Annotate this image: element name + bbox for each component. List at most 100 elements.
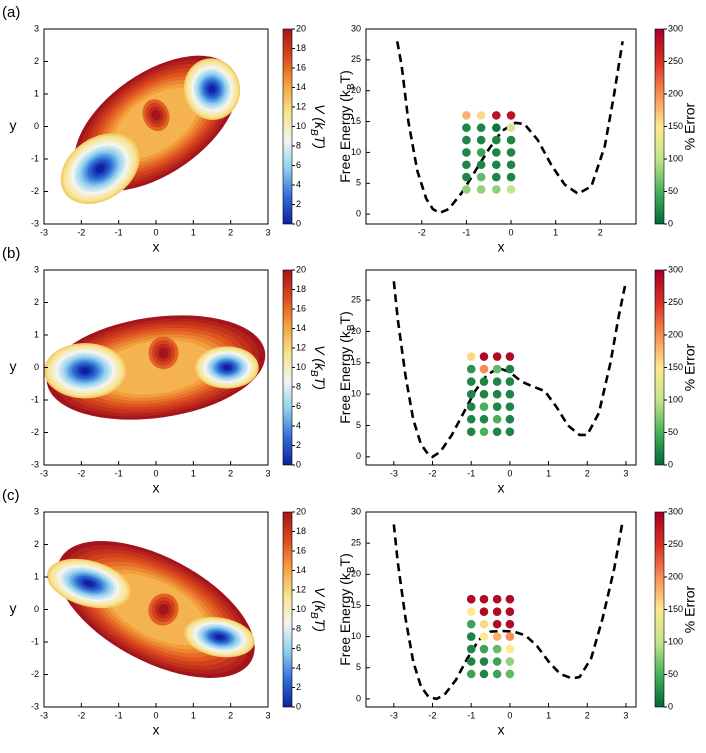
colorbar-tick-label: 8 [296,623,301,633]
error-point [492,427,502,437]
error-point [466,414,476,424]
x-tick-label: 1 [546,710,551,720]
error-point [492,594,502,604]
y-tick-label: -3 [31,459,39,469]
colorbar-label: V (kBT) [308,104,328,149]
y-axis-label: y [10,358,17,374]
colorbar-tick-label: 2 [296,440,301,450]
y-tick-label: 5 [356,178,361,188]
colorbar-tick-label: 0 [668,701,673,711]
x-tick-label: 2 [228,710,233,720]
label-part: T) [312,377,328,390]
colorbar-tick-label: 2 [296,682,301,692]
error-point [476,148,486,157]
error-point [506,123,516,133]
x-tick-label: -2 [77,227,85,237]
colorbar-label: % Error [682,343,698,391]
y-tick-label: 3 [34,264,39,274]
x-tick-label: 0 [507,468,512,478]
error-point [492,644,502,654]
error-point [505,657,515,666]
colorbar-tick-label: 6 [296,401,301,411]
colorbar-tick-label: 20 [296,23,306,33]
error-point [492,364,502,374]
colorbar [654,511,665,708]
label-part: T) [337,553,353,566]
colorbar-tick-label: 100 [668,636,683,646]
y-axis-label: Free Energy (kBT) [337,311,357,423]
label-part: B [346,324,357,331]
x-tick-label: -2 [418,227,426,237]
error-point [506,111,516,120]
contour-band [158,604,169,615]
x-tick-label: 3 [265,468,270,478]
y-tick-label: 0 [34,362,39,372]
colorbar-tick-label: 100 [668,153,683,163]
error-point [505,427,515,437]
y-tick-label: 0 [356,693,361,703]
y-tick-label: -2 [31,669,39,679]
colorbar-tick-label: 12 [296,584,306,594]
colorbar-label: % Error [682,585,698,633]
x-tick-label: -3 [40,468,48,478]
colorbar-label: % Error [682,102,698,150]
x-tick-label: 2 [228,468,233,478]
x-tick-label: -1 [115,227,123,237]
error-point [476,123,486,133]
label-part: B [346,566,357,573]
error-point [466,594,476,604]
error-point [462,160,471,170]
y-tick-label: 25 [351,294,361,304]
error-point [476,160,486,170]
y-tick-label: 20 [351,326,361,336]
colorbar [282,511,293,708]
error-point [479,402,489,411]
y-tick-label: 25 [351,538,361,548]
error-point [506,148,516,157]
colorbar-tick-label: 18 [296,43,306,53]
error-point [492,148,501,157]
y-tick-label: 20 [351,569,361,579]
x-tick-label: 3 [623,710,628,720]
label-part: V (k [312,345,328,371]
label-part: T) [337,70,353,83]
plot-frame [365,28,637,225]
colorbar-tick-label: 200 [668,571,683,581]
error-point [492,123,501,133]
x-tick-label: -1 [115,468,123,478]
colorbar-tick-label: 50 [668,669,678,679]
label-part: B [308,129,319,136]
label-part: B [308,612,319,619]
x-tick-label: -3 [390,710,398,720]
contour-band [99,340,213,395]
y-tick-label: 3 [34,23,39,33]
colorbar-tick-label: 2 [296,199,301,209]
error-point [479,669,489,679]
x-tick-label: 2 [585,710,590,720]
error-point [492,657,502,666]
error-point [466,352,476,361]
x-tick-label: 2 [598,227,603,237]
x-tick-label: 3 [265,227,270,237]
x-tick-label: 1 [191,227,196,237]
x-tick-label: -2 [77,468,85,478]
error-point [492,402,502,411]
y-tick-label: 2 [34,297,39,307]
label-part: B [346,83,357,90]
error-point [506,172,516,182]
label-part: T) [337,311,353,324]
label-part: V (k [312,104,328,130]
contour-band [83,580,94,587]
y-axis-label: Free Energy (kBT) [337,70,357,182]
label-part: B [308,370,319,377]
x-axis-label: x [153,722,160,738]
panel-label: (c) [2,487,20,504]
colorbar-tick-label: 300 [668,23,683,33]
y-tick-label: 1 [34,88,39,98]
contour-surface [44,315,266,420]
x-tick-label: 0 [509,227,514,237]
x-tick-label: -3 [40,227,48,237]
colorbar-tick-label: 0 [296,459,301,469]
error-point [505,364,515,374]
error-point [492,111,501,120]
